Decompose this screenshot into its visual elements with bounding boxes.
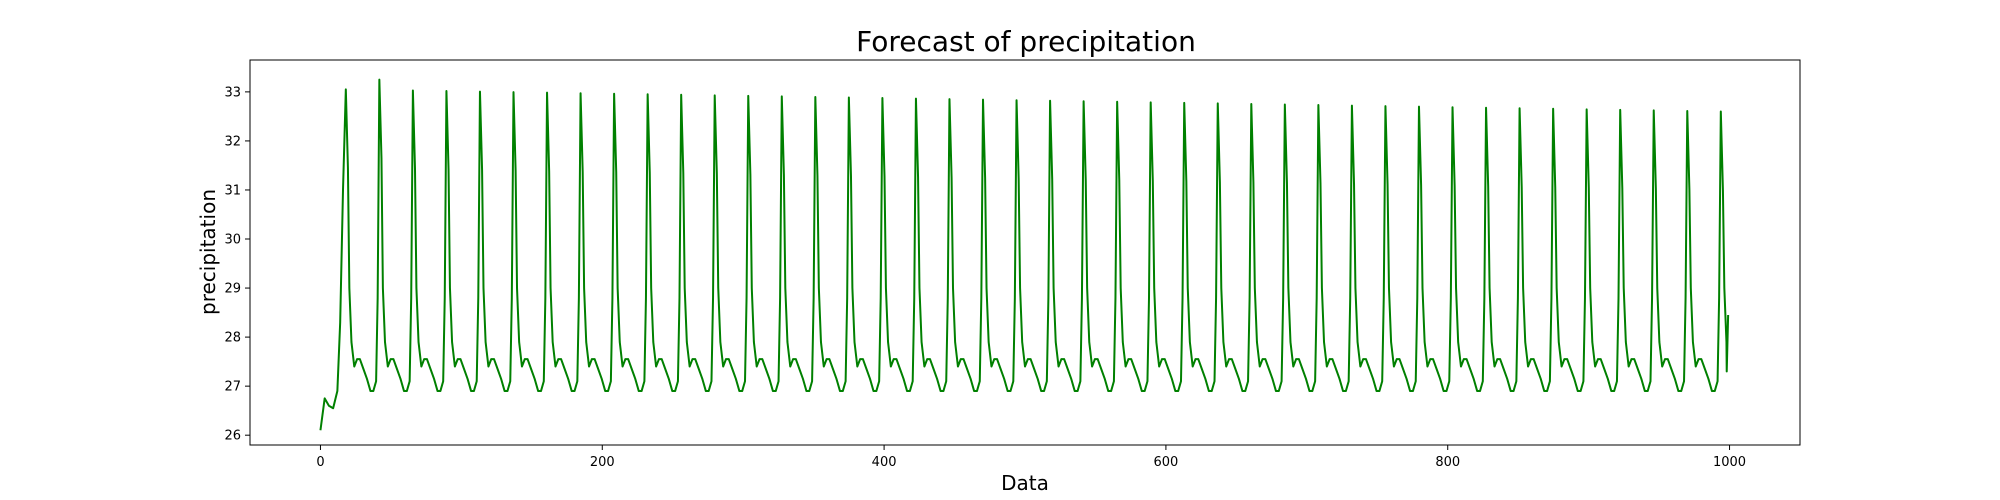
- x-tick-label: 200: [590, 455, 615, 470]
- plot-frame: [249, 59, 1801, 446]
- y-tick-label: 28: [224, 331, 241, 346]
- y-tick-label: 29: [224, 282, 241, 297]
- y-tick-label: 27: [224, 380, 241, 395]
- x-tick-label: 800: [1435, 455, 1460, 470]
- y-axis-title: precipitation: [196, 189, 220, 315]
- precipitation-line: [319, 78, 1730, 431]
- x-axis-ticks: 0 200 400 600 800 1000: [316, 445, 1746, 470]
- x-tick-label: 1000: [1713, 455, 1746, 470]
- chart-title: Forecast of precipitation: [856, 25, 1196, 58]
- y-tick-label: 26: [224, 429, 241, 444]
- y-tick-label: 30: [224, 233, 241, 248]
- x-tick-label: 400: [872, 455, 897, 470]
- y-tick-label: 31: [224, 183, 241, 198]
- x-tick-label: 0: [316, 455, 324, 470]
- y-tick-label: 32: [224, 134, 241, 149]
- y-tick-label: 33: [224, 85, 241, 100]
- y-axis-ticks: 26 27 28 29 30 31 32 33: [224, 85, 250, 444]
- x-axis-title: Data: [1001, 471, 1049, 495]
- x-tick-label: 600: [1153, 455, 1178, 470]
